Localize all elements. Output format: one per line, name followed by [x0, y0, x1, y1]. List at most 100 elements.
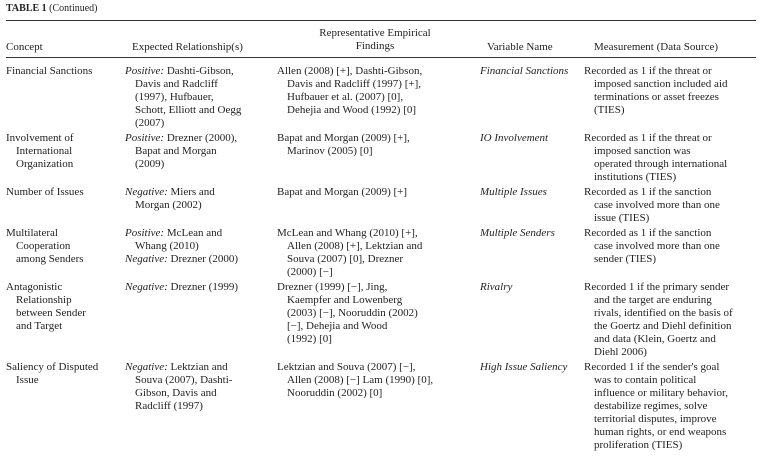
concept-line: Organization [16, 158, 74, 170]
variable-cell: Multiple Senders [480, 226, 584, 280]
variable-name: Financial Sanctions [480, 65, 569, 77]
measurement-line: (TIES) [594, 104, 625, 116]
expected-line: Davis and Radcliff [135, 78, 218, 90]
table-row: Saliency of Disputed Issue Negative: Lektz… [6, 360, 756, 453]
findings-line: (2000) [−] [287, 266, 333, 278]
measurement-line: human rights, or end weapons [594, 426, 727, 438]
expected-text: Drezner (2000), [164, 132, 238, 144]
findings-line: Drezner (1999) [−], Jing, [277, 281, 388, 293]
expected-cell: Negative: Drezner (1999) [125, 280, 277, 360]
measurement-line: and data (Klein, Goertz and [594, 333, 716, 345]
concept-line: Cooperation [16, 240, 71, 252]
expected-cell: Negative: Miers and Morgan (2002) [125, 185, 277, 226]
measurement-line: case involved more than one [594, 240, 720, 252]
expected-line: Souva (2007), Dashti- [135, 374, 233, 386]
header-measurement: Measurement (Data Source) [594, 41, 719, 53]
table-row: Number of Issues Negative: Miers and Morga… [6, 185, 756, 226]
expected-line: Negative: Drezner (2000) [125, 253, 277, 266]
expected-line: Positive: McLean and [125, 227, 277, 240]
expected-line: Morgan (2002) [135, 199, 202, 211]
header-findings-line2: Findings [355, 40, 395, 52]
table-row: Multilateral Cooperation among Senders Posi… [6, 226, 756, 280]
concept-line: Issue [16, 374, 39, 386]
findings-cell: Allen (2008) [+], Dashti-Gibson, Davis an… [277, 64, 480, 131]
findings-line: Dehejia and Wood (1992) [0] [287, 104, 417, 116]
concept-line: Multilateral [6, 227, 58, 239]
expected-line: (2009) [135, 158, 165, 170]
relationship-label: Positive: [125, 227, 165, 239]
concept-line: International [16, 145, 73, 157]
findings-line: Lektzian and Souva (2007) [−], [277, 361, 416, 373]
concept-line: and Target [16, 320, 63, 332]
concept-line: Involvement of [6, 132, 74, 144]
variable-name: IO Involvement [480, 132, 549, 144]
table-row: Involvement of International Organization P… [6, 131, 756, 185]
measurement-line: rivals, identified on the basis of [594, 307, 733, 319]
findings-cell: Drezner (1999) [−], Jing, Kaempfer and Lo… [277, 280, 480, 360]
relationship-label: Negative: [125, 281, 168, 293]
measurement-cell: Recorded as 1 if the sanction case involv… [584, 226, 756, 280]
expected-line: Gibson, Davis and [135, 387, 217, 399]
measurement-line: destabilize regimes, solve [594, 400, 708, 412]
measurement-cell: Recorded 1 if the primary sender and the … [584, 280, 756, 360]
measurement-line: Recorded 1 if the sender's goal [584, 361, 720, 373]
variable-cell: High Issue Saliency [480, 360, 584, 453]
table-row: Antagonistic Relationship between Sender an… [6, 280, 756, 360]
findings-line: Marinov (2005) [0] [287, 145, 373, 157]
table-row: Financial Sanctions Positive: Dashti-Gibs… [6, 64, 756, 131]
relationship-label: Negative: [125, 361, 168, 373]
measurement-line: influence or military behavior, [594, 387, 728, 399]
header-expected: Expected Relationship(s) [132, 41, 243, 53]
variable-cell: Financial Sanctions [480, 64, 584, 131]
expected-text: Drezner (1999) [167, 281, 239, 293]
variable-name: High Issue Saliency [480, 361, 568, 373]
relationship-label: Positive: [125, 65, 165, 77]
concept-cell: Number of Issues [6, 185, 125, 226]
concept-line: between Sender [16, 307, 86, 319]
table-caption: TABLE 1 (Continued) [6, 2, 98, 15]
findings-line: Nooruddin (2002) [0] [287, 387, 383, 399]
findings-line: Bapat and Morgan (2009) [+] [277, 186, 408, 198]
findings-line: Davis and Radcliff (1997) [+], [287, 78, 421, 90]
concept-line: Financial Sanctions [6, 65, 93, 77]
measurement-cell: Recorded 1 if the sender's goal was to co… [584, 360, 756, 453]
top-rule [6, 20, 756, 22]
relationship-label: Negative: [125, 253, 168, 265]
measurement-line: Recorded as 1 if the sanction [584, 186, 712, 198]
measurement-line: Recorded as 1 if the sanction [584, 227, 712, 239]
expected-line: Schott, Elliott and Oegg [135, 104, 242, 116]
expected-line: Negative: Lektzian and [125, 361, 277, 374]
concept-cell: Antagonistic Relationship between Sender an… [6, 280, 125, 360]
expected-text: Drezner (2000) [167, 253, 239, 265]
measurement-line: Recorded 1 if the primary sender [584, 281, 730, 293]
relationship-label: Negative: [125, 186, 168, 198]
measurement-cell: Recorded as 1 if the sanction case involv… [584, 185, 756, 226]
findings-line: Allen (2008) [+], Lektzian and [287, 240, 423, 252]
concept-line: Relationship [16, 294, 72, 306]
expected-line: Radcliff (1997) [135, 400, 203, 412]
concept-cell: Saliency of Disputed Issue [6, 360, 125, 453]
findings-cell: Bapat and Morgan (2009) [+] [277, 185, 480, 226]
header-concept: Concept [6, 41, 43, 53]
expected-line: (2007) [135, 117, 165, 129]
concept-line: among Senders [16, 253, 84, 265]
measurement-line: territorial disputes, improve [594, 413, 717, 425]
findings-line: Bapat and Morgan (2009) [+], [277, 132, 410, 144]
concept-cell: Involvement of International Organization [6, 131, 125, 185]
expected-line: Bapat and Morgan [135, 145, 217, 157]
findings-line: Souva (2007) [0], Drezner [287, 253, 404, 265]
concept-line: Antagonistic [6, 281, 63, 293]
variable-cell: Multiple Issues [480, 185, 584, 226]
measurement-line: the Goertz and Diehl definition [594, 320, 732, 332]
expected-line: Negative: Drezner (1999) [125, 281, 277, 294]
table-label: TABLE 1 [6, 3, 47, 14]
concept-line: Saliency of Disputed [6, 361, 99, 373]
concept-line: Number of Issues [6, 186, 84, 198]
variable-name: Rivalry [480, 281, 513, 293]
measurement-line: issue (TIES) [594, 212, 650, 224]
expected-line: Whang (2010) [135, 240, 199, 252]
concept-cell: Multilateral Cooperation among Senders [6, 226, 125, 280]
measurement-line: terminations or asset freezes [594, 91, 719, 103]
findings-line: Allen (2008) [−] Lam (1990) [0], [287, 374, 434, 386]
findings-cell: McLean and Whang (2010) [+], Allen (2008)… [277, 226, 480, 280]
